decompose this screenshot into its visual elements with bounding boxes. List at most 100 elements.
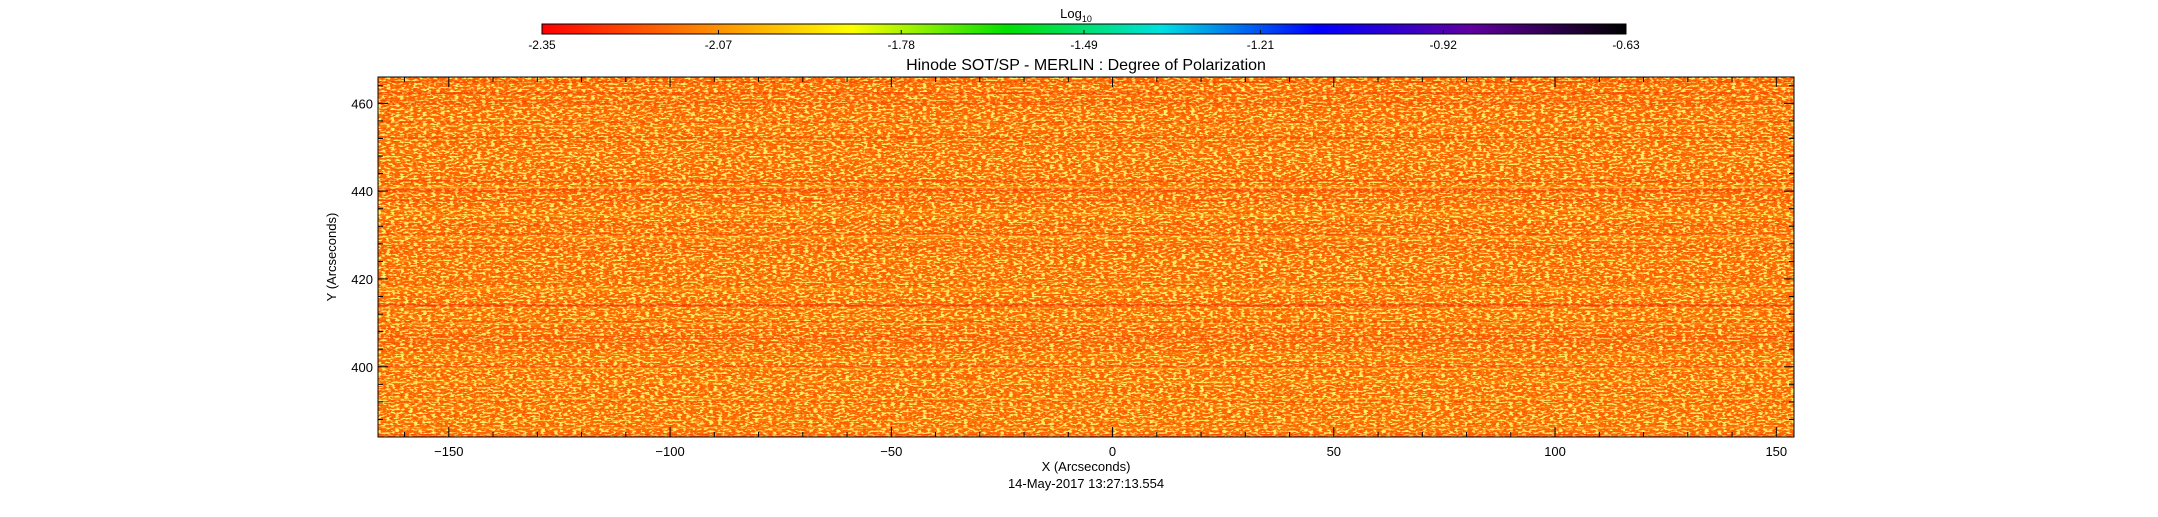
heatmap-map (378, 77, 1794, 437)
heatmap-streak (378, 398, 1794, 400)
heatmap-streak (378, 241, 1794, 243)
heatmap-streak (378, 352, 1794, 355)
x-tick-label: 0 (1109, 444, 1116, 459)
heatmap-streak (378, 368, 1794, 370)
colorbar-tick-label: -0.92 (1430, 38, 1458, 52)
heatmap-streak (378, 81, 1794, 83)
heatmap-streak (378, 335, 1794, 337)
heatmap-streak (378, 259, 1794, 262)
heatmap-streak (378, 322, 1794, 325)
heatmap-streak (378, 95, 1794, 97)
heatmap-streak (378, 353, 1794, 354)
heatmap-streak (378, 435, 1794, 437)
heatmap-streak (378, 400, 1794, 403)
heatmap-streak (378, 341, 1794, 343)
heatmap-streak (378, 99, 1794, 102)
colorbar-tick-label: -1.21 (1247, 38, 1275, 52)
heatmap-streak (378, 136, 1794, 139)
colorbar-label: Log10 (1060, 6, 1092, 24)
heatmap-streak (378, 190, 1794, 194)
heatmap-streak (378, 289, 1794, 293)
heatmap-streak (378, 280, 1794, 282)
heatmap-streak (378, 233, 1794, 236)
colorbar-tick-label: -2.35 (528, 38, 556, 52)
heatmap-streak (378, 304, 1794, 307)
x-axis: −150 −100 −50 0 50 100 150 (404, 77, 1787, 459)
heatmap-streak (378, 365, 1794, 368)
heatmap-streak (378, 341, 1794, 344)
heatmap-streak (378, 237, 1794, 239)
heatmap-streak (378, 322, 1794, 325)
heatmap-streak (378, 311, 1794, 313)
heatmap-streak (378, 186, 1794, 189)
chart-title: Hinode SOT/SP - MERLIN : Degree of Polar… (906, 57, 1266, 74)
heatmap-streak (378, 102, 1794, 105)
heatmap-streak (378, 79, 1794, 81)
heatmap-streak (378, 119, 1794, 121)
colorbar-ticks: -2.35 -2.07 -1.78 -1.49 -1.21 -0.92 -0.63 (528, 30, 1640, 52)
x-tick-label: −50 (880, 444, 902, 459)
heatmap-streak (378, 235, 1794, 238)
heatmap-streak (378, 190, 1794, 192)
y-axis-label: Y (Arcseconds) (324, 213, 339, 302)
heatmap-streak (378, 223, 1794, 227)
heatmap-streak (378, 380, 1794, 382)
heatmap-streak (378, 188, 1794, 191)
heatmap-streak (378, 159, 1794, 161)
colorbar-tick-label: -1.78 (888, 38, 916, 52)
heatmap-streak (378, 427, 1794, 429)
heatmap-streak (378, 150, 1794, 152)
x-tick-label: 50 (1327, 444, 1341, 459)
heatmap-streak (378, 285, 1794, 286)
colorbar-tick-label: -1.49 (1070, 38, 1098, 52)
heatmap-streak (378, 92, 1794, 95)
heatmap-streak (378, 349, 1794, 351)
heatmap-streak (378, 141, 1794, 143)
heatmap-streak (378, 320, 1794, 323)
x-tick-label: −100 (655, 444, 684, 459)
x-tick-label: 150 (1765, 444, 1787, 459)
y-tick-label: 460 (351, 96, 373, 111)
heatmap-streak (378, 426, 1794, 429)
heatmap-streak (378, 316, 1794, 319)
heatmap-streak (378, 199, 1794, 202)
heatmap-streak (378, 328, 1794, 330)
y-tick-label: 400 (351, 360, 373, 375)
heatmap-streak (378, 304, 1794, 307)
heatmap-streak (378, 139, 1794, 141)
heatmap-streak (378, 338, 1794, 340)
heatmap-streak (378, 209, 1794, 211)
heatmap-streaks (378, 79, 1794, 437)
heatmap-streak (378, 405, 1794, 408)
heatmap-streak (378, 214, 1794, 217)
colorbar-tick-label: -0.63 (1612, 38, 1640, 52)
heatmap-streak (378, 125, 1794, 128)
heatmap-streak (378, 187, 1794, 188)
x-axis-label: X (Arcseconds) (1042, 459, 1131, 474)
heatmap-streak (378, 287, 1794, 290)
heatmap-streak (378, 358, 1794, 361)
heatmap-streak (378, 420, 1794, 422)
timestamp: 14-May-2017 13:27:13.554 (1008, 476, 1164, 491)
heatmap-streak (378, 121, 1794, 123)
heatmap-streak (378, 241, 1794, 244)
heatmap-streak (378, 180, 1794, 183)
heatmap-texture (378, 77, 1794, 437)
plot-frame (377, 76, 1795, 438)
heatmap-streak (378, 252, 1794, 253)
y-axis: 400 420 440 460 (351, 85, 1794, 438)
heatmap-streak (378, 180, 1794, 182)
y-tick-label: 420 (351, 272, 373, 287)
x-tick-label: 100 (1544, 444, 1566, 459)
heatmap-streak (378, 307, 1794, 309)
heatmap-streak (378, 367, 1794, 369)
heatmap-streak (378, 382, 1794, 384)
heatmap-streak (378, 246, 1794, 249)
heatmap-streak (378, 280, 1794, 282)
x-tick-label: −150 (434, 444, 463, 459)
colorbar-tick-label: -2.07 (705, 38, 733, 52)
heatmap-streak (378, 426, 1794, 429)
heatmap-streak (378, 341, 1794, 344)
